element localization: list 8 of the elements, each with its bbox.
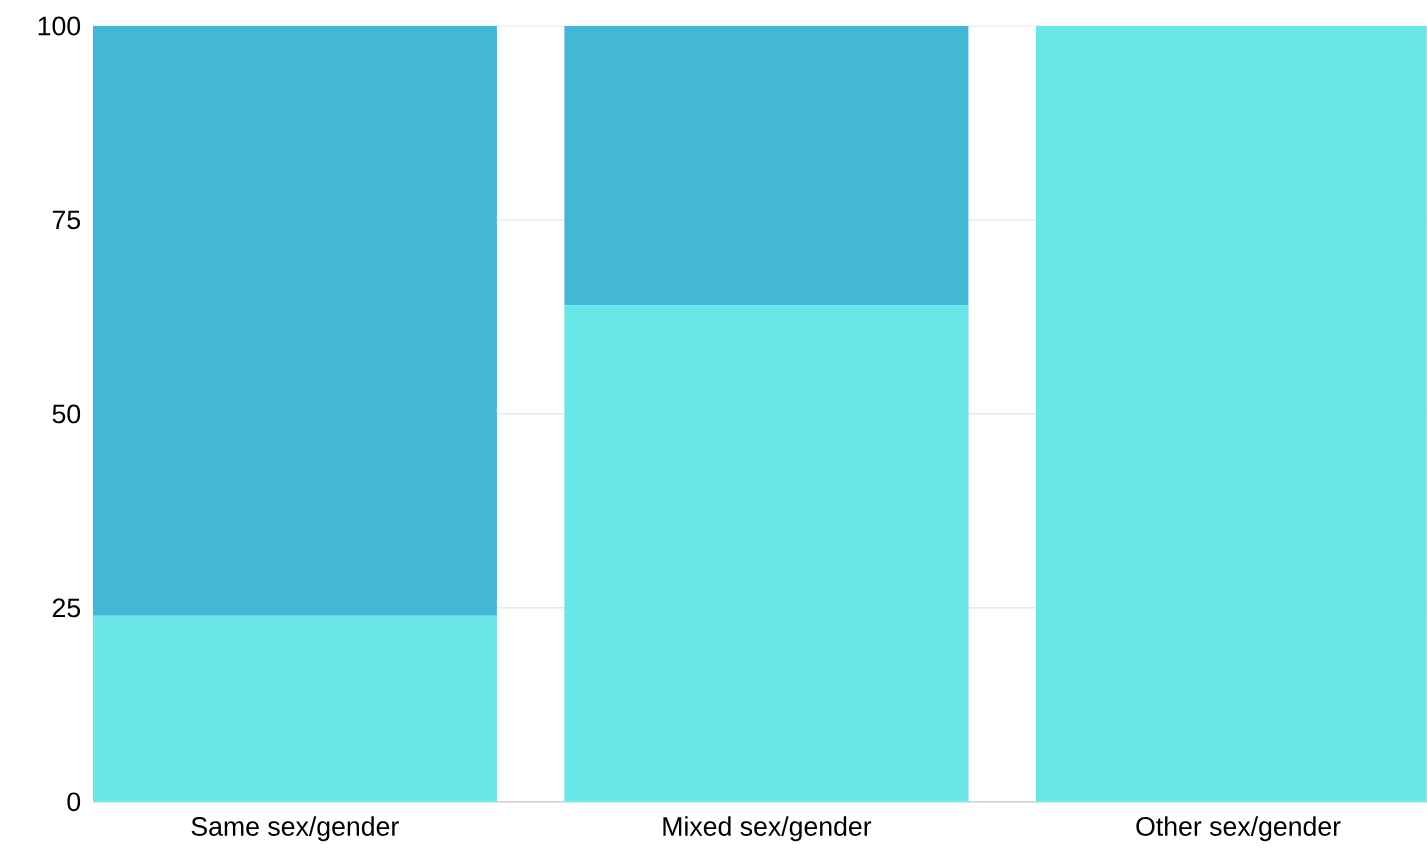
y-tick-label: 0: [67, 792, 81, 812]
y-tick-label: 25: [52, 598, 81, 618]
x-tick-label: Same sex/gender: [191, 816, 399, 842]
x-tick-label: Other sex/gender: [1136, 816, 1341, 842]
x-tick-label: Mixed sex/gender: [663, 816, 872, 842]
y-tick-label: 75: [52, 210, 81, 230]
y-tick-label: 50: [52, 404, 81, 424]
y-tick-label: 100: [38, 16, 81, 36]
